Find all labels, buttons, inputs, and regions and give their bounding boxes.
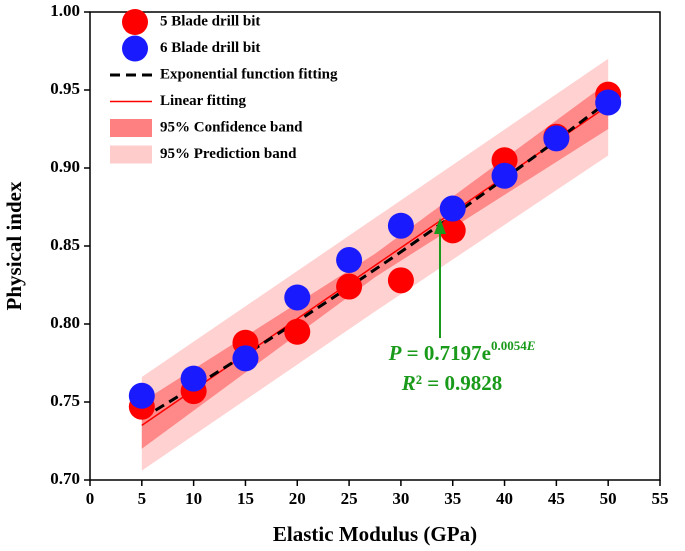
point xyxy=(284,318,311,345)
x-tick-label: 15 xyxy=(237,489,254,508)
point xyxy=(232,345,259,372)
fit-lines xyxy=(141,100,610,427)
exp-fit xyxy=(141,100,610,420)
y-tick-label: 0.95 xyxy=(50,79,80,98)
legend-label: 95% Confidence band xyxy=(160,119,303,135)
x-axis-title: Elastic Modulus (GPa) xyxy=(273,522,477,546)
y-tick-label: 0.85 xyxy=(50,235,80,254)
x-tick-label: 5 xyxy=(138,489,147,508)
r-var: R xyxy=(401,371,416,395)
y-tick-label: 0.70 xyxy=(50,469,80,488)
eq-body: = 0.7197e xyxy=(401,341,491,365)
points xyxy=(128,81,622,420)
y-tick-label: 0.75 xyxy=(50,391,80,410)
legend-marker xyxy=(110,145,152,164)
eq-var: P xyxy=(388,341,402,365)
legend-label: 6 Blade drill bit xyxy=(160,40,260,56)
y-axis-title: Physical index xyxy=(2,181,26,310)
point xyxy=(387,267,414,294)
x-tick-label: 35 xyxy=(444,489,461,508)
annotation: P = 0.7197e0.0054E R² = 0.9828 xyxy=(388,218,536,395)
r-squared: R² = 0.9828 xyxy=(401,371,503,395)
x-tick-label: 0 xyxy=(86,489,95,508)
point xyxy=(439,217,466,244)
equation: P = 0.7197e0.0054E xyxy=(388,338,536,365)
legend-label: Exponential function fitting xyxy=(160,66,338,82)
legend: 5 Blade drill bit 6 Blade drill bit Expone… xyxy=(110,9,338,164)
x-tick-label: 25 xyxy=(341,489,358,508)
point xyxy=(336,273,363,300)
axes: 0 5 10 15 20 25 30 35 40 45 50 55 0.70 0.75 0.80 0.85 0.… xyxy=(50,1,668,508)
y-tick-label: 0.90 xyxy=(50,157,80,176)
legend-marker xyxy=(122,35,148,62)
x-tick-label: 45 xyxy=(548,489,565,508)
x-tick-label: 55 xyxy=(652,489,669,508)
x-tick-label: 20 xyxy=(289,489,306,508)
legend-label: Linear fitting xyxy=(160,93,246,109)
arrow-head xyxy=(434,218,446,234)
legend-label: 5 Blade drill bit xyxy=(160,13,260,29)
y-tick-label: 0.80 xyxy=(50,313,80,332)
point xyxy=(387,212,414,239)
eq-exp: 0.0054 xyxy=(491,338,527,353)
eq-exp-var: E xyxy=(526,338,536,353)
point xyxy=(491,162,518,189)
legend-marker xyxy=(110,119,152,137)
y-tick-label: 1.00 xyxy=(50,1,80,20)
legend-marker xyxy=(122,9,148,35)
r-body: ² = 0.9828 xyxy=(416,371,503,395)
x-tick-label: 30 xyxy=(392,489,409,508)
legend-label: 95% Prediction band xyxy=(160,146,297,162)
point xyxy=(284,284,311,311)
x-tick-label: 40 xyxy=(496,489,513,508)
point xyxy=(180,365,207,392)
x-tick-label: 50 xyxy=(600,489,617,508)
point xyxy=(595,89,622,116)
point xyxy=(439,195,466,222)
point xyxy=(336,247,363,274)
point xyxy=(128,382,155,409)
point xyxy=(543,125,570,152)
x-tick-label: 10 xyxy=(185,489,202,508)
